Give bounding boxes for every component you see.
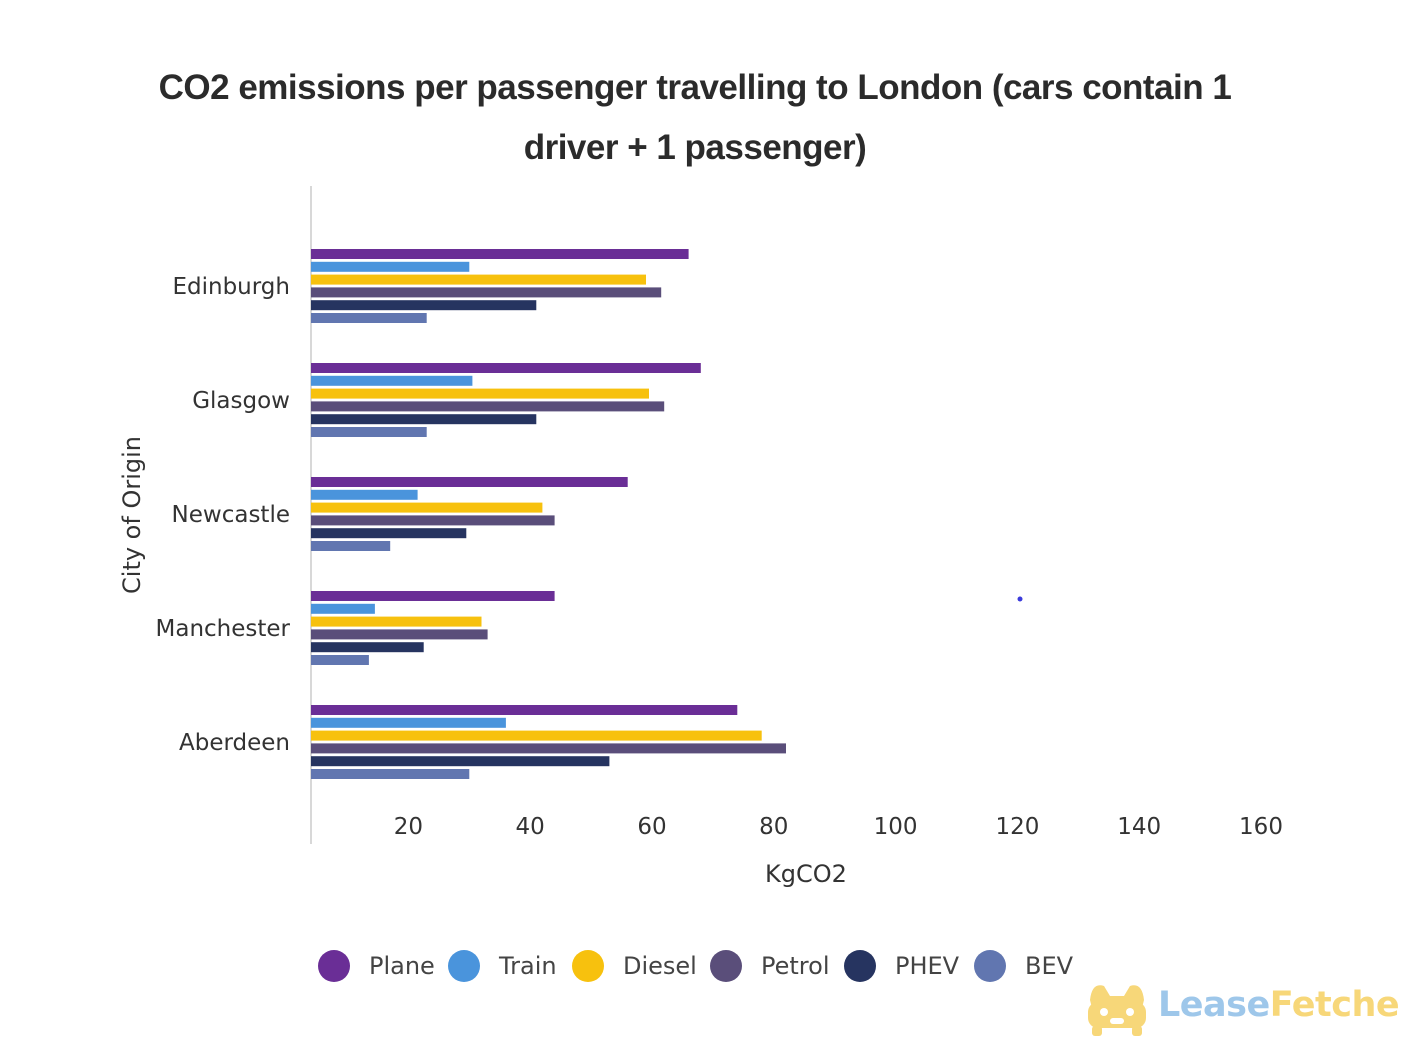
- chart-title: CO2 emissions per passenger travelling t…: [158, 68, 1232, 167]
- legend-swatch-diesel[interactable]: [572, 950, 604, 982]
- category-label-newcastle: Newcastle: [172, 502, 290, 528]
- x-axis-title: KgCO2: [765, 860, 847, 888]
- legend-label-phev[interactable]: PHEV: [895, 952, 960, 980]
- bar-newcastle-phev: [311, 528, 467, 539]
- bar-edinburgh-train: [311, 261, 470, 272]
- brand-name-part2: Fetcher: [1269, 985, 1402, 1025]
- brand-name-part1: Lease: [1158, 985, 1270, 1025]
- x-tick-20: 20: [394, 814, 423, 840]
- bar-aberdeen-plane: [311, 705, 738, 715]
- brand-name: LeaseFetcher: [1158, 985, 1402, 1025]
- x-tick-140: 140: [1117, 814, 1161, 840]
- category-label-aberdeen: Aberdeen: [179, 730, 290, 756]
- bar-edinburgh-plane: [311, 249, 689, 259]
- bar-manchester-petrol: [311, 629, 488, 640]
- bar-newcastle-bev: [311, 541, 391, 551]
- bar-glasgow-train: [311, 375, 473, 386]
- legend-swatch-plane[interactable]: [318, 950, 350, 982]
- category-label-manchester: Manchester: [156, 616, 291, 642]
- bar-aberdeen-diesel: [311, 730, 762, 741]
- x-tick-labels: 20 40 60 80 100 120 140 160: [394, 814, 1283, 840]
- legend-label-petrol[interactable]: Petrol: [761, 952, 829, 980]
- legend-label-train[interactable]: Train: [498, 952, 557, 980]
- legend-swatch-bev[interactable]: [974, 950, 1006, 982]
- bar-newcastle-diesel: [311, 502, 543, 513]
- bar-edinburgh-phev: [311, 300, 537, 311]
- legend-label-bev[interactable]: BEV: [1025, 952, 1074, 980]
- bar-newcastle-train: [311, 489, 418, 500]
- x-tick-60: 60: [637, 814, 666, 840]
- bar-manchester-bev: [311, 655, 369, 665]
- bar-aberdeen-phev: [311, 756, 610, 767]
- legend-swatch-phev[interactable]: [844, 950, 876, 982]
- bar-aberdeen-train: [311, 717, 506, 728]
- bar-manchester-diesel: [311, 616, 482, 627]
- bar-manchester-phev: [311, 642, 424, 653]
- bar-edinburgh-bev: [311, 313, 427, 323]
- bars-group: [311, 249, 786, 779]
- bar-glasgow-phev: [311, 414, 537, 425]
- marker-dot: [1017, 596, 1023, 602]
- bar-aberdeen-petrol: [311, 743, 786, 754]
- category-label-glasgow: Glasgow: [192, 388, 290, 414]
- bar-glasgow-bev: [311, 427, 427, 437]
- bar-glasgow-diesel: [311, 388, 649, 399]
- bar-glasgow-petrol: [311, 401, 665, 412]
- x-tick-120: 120: [995, 814, 1039, 840]
- category-label-edinburgh: Edinburgh: [172, 274, 290, 300]
- category-labels: Edinburgh Glasgow Newcastle Manchester Aberd…: [156, 274, 291, 756]
- bar-newcastle-plane: [311, 477, 628, 487]
- bar-manchester-plane: [311, 591, 555, 601]
- dog-car-icon: [1088, 985, 1146, 1036]
- bar-aberdeen-bev: [311, 769, 470, 779]
- bar-edinburgh-diesel: [311, 274, 646, 285]
- x-tick-40: 40: [516, 814, 545, 840]
- y-axis-title: City of Origin: [118, 436, 146, 594]
- legend-swatch-train[interactable]: [448, 950, 480, 982]
- legend: Plane Train Diesel Petrol PHEV BEV: [318, 950, 1074, 982]
- bar-newcastle-petrol: [311, 515, 555, 526]
- legend-label-diesel[interactable]: Diesel: [623, 952, 697, 980]
- x-tick-160: 160: [1239, 814, 1283, 840]
- brand-logo: [1082, 978, 1392, 1042]
- x-tick-80: 80: [759, 814, 788, 840]
- bar-manchester-train: [311, 603, 375, 614]
- bar-glasgow-plane: [311, 363, 701, 373]
- legend-swatch-petrol[interactable]: [710, 950, 742, 982]
- bar-edinburgh-petrol: [311, 287, 662, 298]
- x-tick-100: 100: [874, 814, 918, 840]
- legend-label-plane[interactable]: Plane: [369, 952, 435, 980]
